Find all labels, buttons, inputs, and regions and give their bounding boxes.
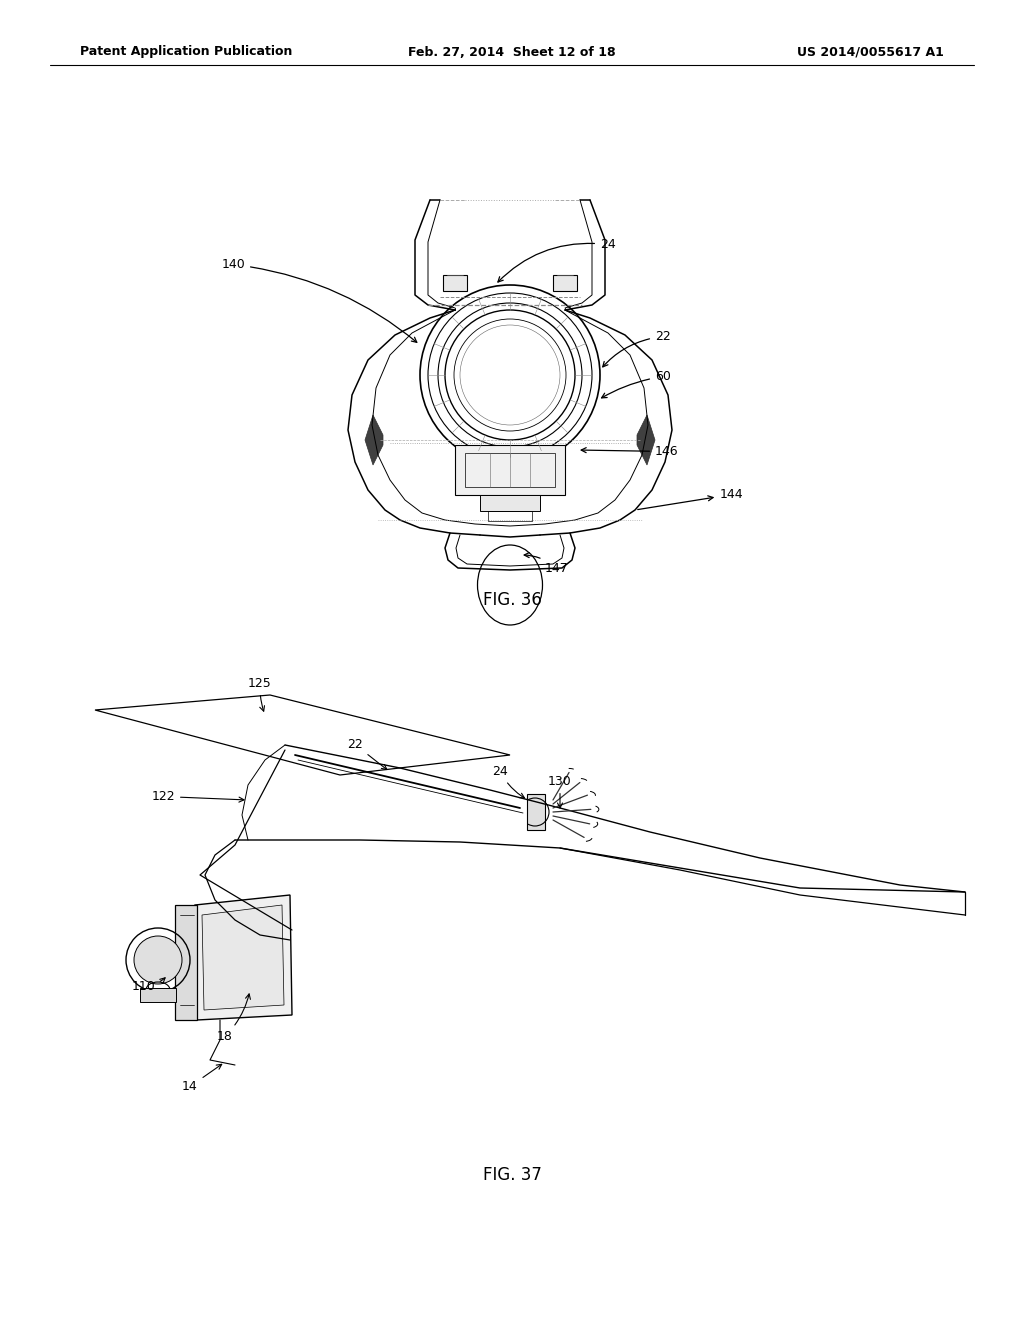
Polygon shape	[195, 895, 292, 1020]
Text: 122: 122	[152, 789, 244, 803]
Text: 130: 130	[548, 775, 571, 808]
Polygon shape	[637, 414, 655, 465]
FancyBboxPatch shape	[455, 445, 565, 495]
Text: 144: 144	[638, 488, 743, 510]
Text: 18: 18	[217, 994, 251, 1043]
Text: US 2014/0055617 A1: US 2014/0055617 A1	[797, 45, 944, 58]
Text: Patent Application Publication: Patent Application Publication	[80, 45, 293, 58]
Circle shape	[134, 936, 182, 983]
Text: 14: 14	[182, 1064, 222, 1093]
Text: 146: 146	[582, 445, 679, 458]
Polygon shape	[365, 414, 383, 465]
Text: 110: 110	[131, 978, 165, 993]
FancyBboxPatch shape	[140, 987, 176, 1002]
Polygon shape	[202, 906, 284, 1010]
FancyBboxPatch shape	[175, 906, 197, 1020]
Text: 140: 140	[221, 257, 417, 342]
FancyBboxPatch shape	[480, 495, 540, 511]
FancyBboxPatch shape	[527, 795, 545, 830]
FancyBboxPatch shape	[553, 275, 577, 290]
Text: 24: 24	[493, 766, 524, 799]
Text: FIG. 36: FIG. 36	[482, 591, 542, 609]
FancyBboxPatch shape	[443, 275, 467, 290]
Text: 125: 125	[248, 677, 272, 711]
Text: 24: 24	[498, 238, 615, 282]
Text: 60: 60	[601, 370, 671, 397]
Text: Feb. 27, 2014  Sheet 12 of 18: Feb. 27, 2014 Sheet 12 of 18	[409, 45, 615, 58]
Text: FIG. 37: FIG. 37	[482, 1166, 542, 1184]
Text: 147: 147	[524, 553, 568, 576]
Text: 22: 22	[603, 330, 671, 367]
Text: 22: 22	[347, 738, 387, 770]
